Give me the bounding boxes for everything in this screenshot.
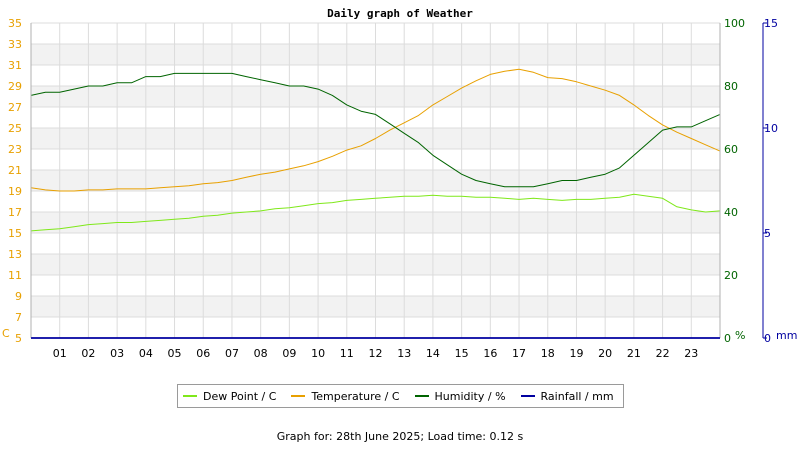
legend-swatch-rainfall <box>520 395 535 397</box>
left-tick-label: 11 <box>8 269 22 282</box>
rain-tick-label: 15 <box>764 17 778 30</box>
x-tick-label: 17 <box>512 347 526 360</box>
x-tick-label: 21 <box>627 347 641 360</box>
left-tick-label: 13 <box>8 248 22 261</box>
x-tick-label: 01 <box>53 347 67 360</box>
series-line-0 <box>30 193 721 232</box>
series-line-2 <box>30 72 721 188</box>
legend-swatch-humidity <box>414 395 429 397</box>
left-tick-label: 23 <box>8 143 22 156</box>
x-tick-label: 18 <box>541 347 555 360</box>
series-line-1 <box>30 68 721 192</box>
legend-item-rainfall: Rainfall / mm <box>520 389 614 403</box>
left-tick-label: 9 <box>15 290 22 303</box>
legend-swatch-dew-point <box>183 395 197 397</box>
legend-swatch-temperature <box>291 395 306 397</box>
humidity-tick-label: 0 <box>724 332 731 345</box>
left-tick-label: 33 <box>8 38 22 51</box>
x-tick-label: 22 <box>656 347 670 360</box>
x-tick-label: 19 <box>569 347 583 360</box>
x-tick-label: 03 <box>110 347 124 360</box>
x-tick-label: 04 <box>139 347 153 360</box>
x-tick-label: 12 <box>369 347 383 360</box>
axes <box>30 23 764 339</box>
rain-tick-label: 10 <box>764 122 778 135</box>
rain-tick-label: 0 <box>764 332 771 345</box>
humidity-tick-label: 20 <box>724 269 738 282</box>
x-tick-label: 02 <box>81 347 95 360</box>
left-tick-label: 7 <box>15 311 22 324</box>
legend-label-dew-point: Dew Point / C <box>203 389 277 403</box>
left-tick-label: 25 <box>8 122 22 135</box>
footer-info: Graph for: 28th June 2025; Load time: 0.… <box>276 430 524 443</box>
x-tick-label: 23 <box>684 347 698 360</box>
x-tick-label: 20 <box>598 347 612 360</box>
legend-item-temperature: Temperature / C <box>291 389 400 403</box>
left-tick-label: 21 <box>8 164 22 177</box>
left-tick-label: 19 <box>8 185 22 198</box>
humidity-tick-label: 100 <box>724 17 745 30</box>
x-tick-label: 16 <box>483 347 497 360</box>
x-tick-label: 08 <box>254 347 268 360</box>
left-tick-label: 15 <box>8 227 22 240</box>
x-tick-label: 15 <box>455 347 469 360</box>
legend-label-temperature: Temperature / C <box>311 389 400 403</box>
x-tick-label: 13 <box>397 347 411 360</box>
legend-label-rainfall: Rainfall / mm <box>540 389 614 403</box>
left-tick-label: 17 <box>8 206 22 219</box>
left-tick-label: 35 <box>8 17 22 30</box>
legend: Dew Point / C Temperature / C Humidity /… <box>177 384 624 408</box>
legend-item-dew-point: Dew Point / C <box>183 390 276 403</box>
x-tick-label: 07 <box>225 347 239 360</box>
x-tick-label: 05 <box>168 347 182 360</box>
left-tick-label: 27 <box>8 101 22 114</box>
left-tick-label: 31 <box>8 59 22 72</box>
tick-labels: 01 02 03 04 05 06 07 08 09 10 11 12 13 14 15 16 17 18 19 20… <box>8 17 778 360</box>
humidity-tick-label: 60 <box>724 143 738 156</box>
rain-tick-label: 5 <box>764 227 771 240</box>
chart-title: Daily graph of Weather <box>327 7 473 20</box>
humidity-axis-unit: % <box>735 329 745 342</box>
humidity-tick-label: 80 <box>724 80 738 93</box>
humidity-tick-label: 40 <box>724 206 738 219</box>
x-tick-label: 11 <box>340 347 354 360</box>
legend-label-humidity: Humidity / % <box>434 389 506 403</box>
x-tick-label: 10 <box>311 347 325 360</box>
x-tick-label: 09 <box>282 347 296 360</box>
grid-lines <box>31 22 720 339</box>
left-tick-label: 5 <box>15 332 22 345</box>
x-tick-label: 14 <box>426 347 440 360</box>
left-axis-unit: C <box>2 327 10 340</box>
x-tick-label: 06 <box>196 347 210 360</box>
rain-axis-unit: mm <box>776 329 797 342</box>
left-tick-label: 29 <box>8 80 22 93</box>
legend-item-humidity: Humidity / % <box>414 389 506 403</box>
